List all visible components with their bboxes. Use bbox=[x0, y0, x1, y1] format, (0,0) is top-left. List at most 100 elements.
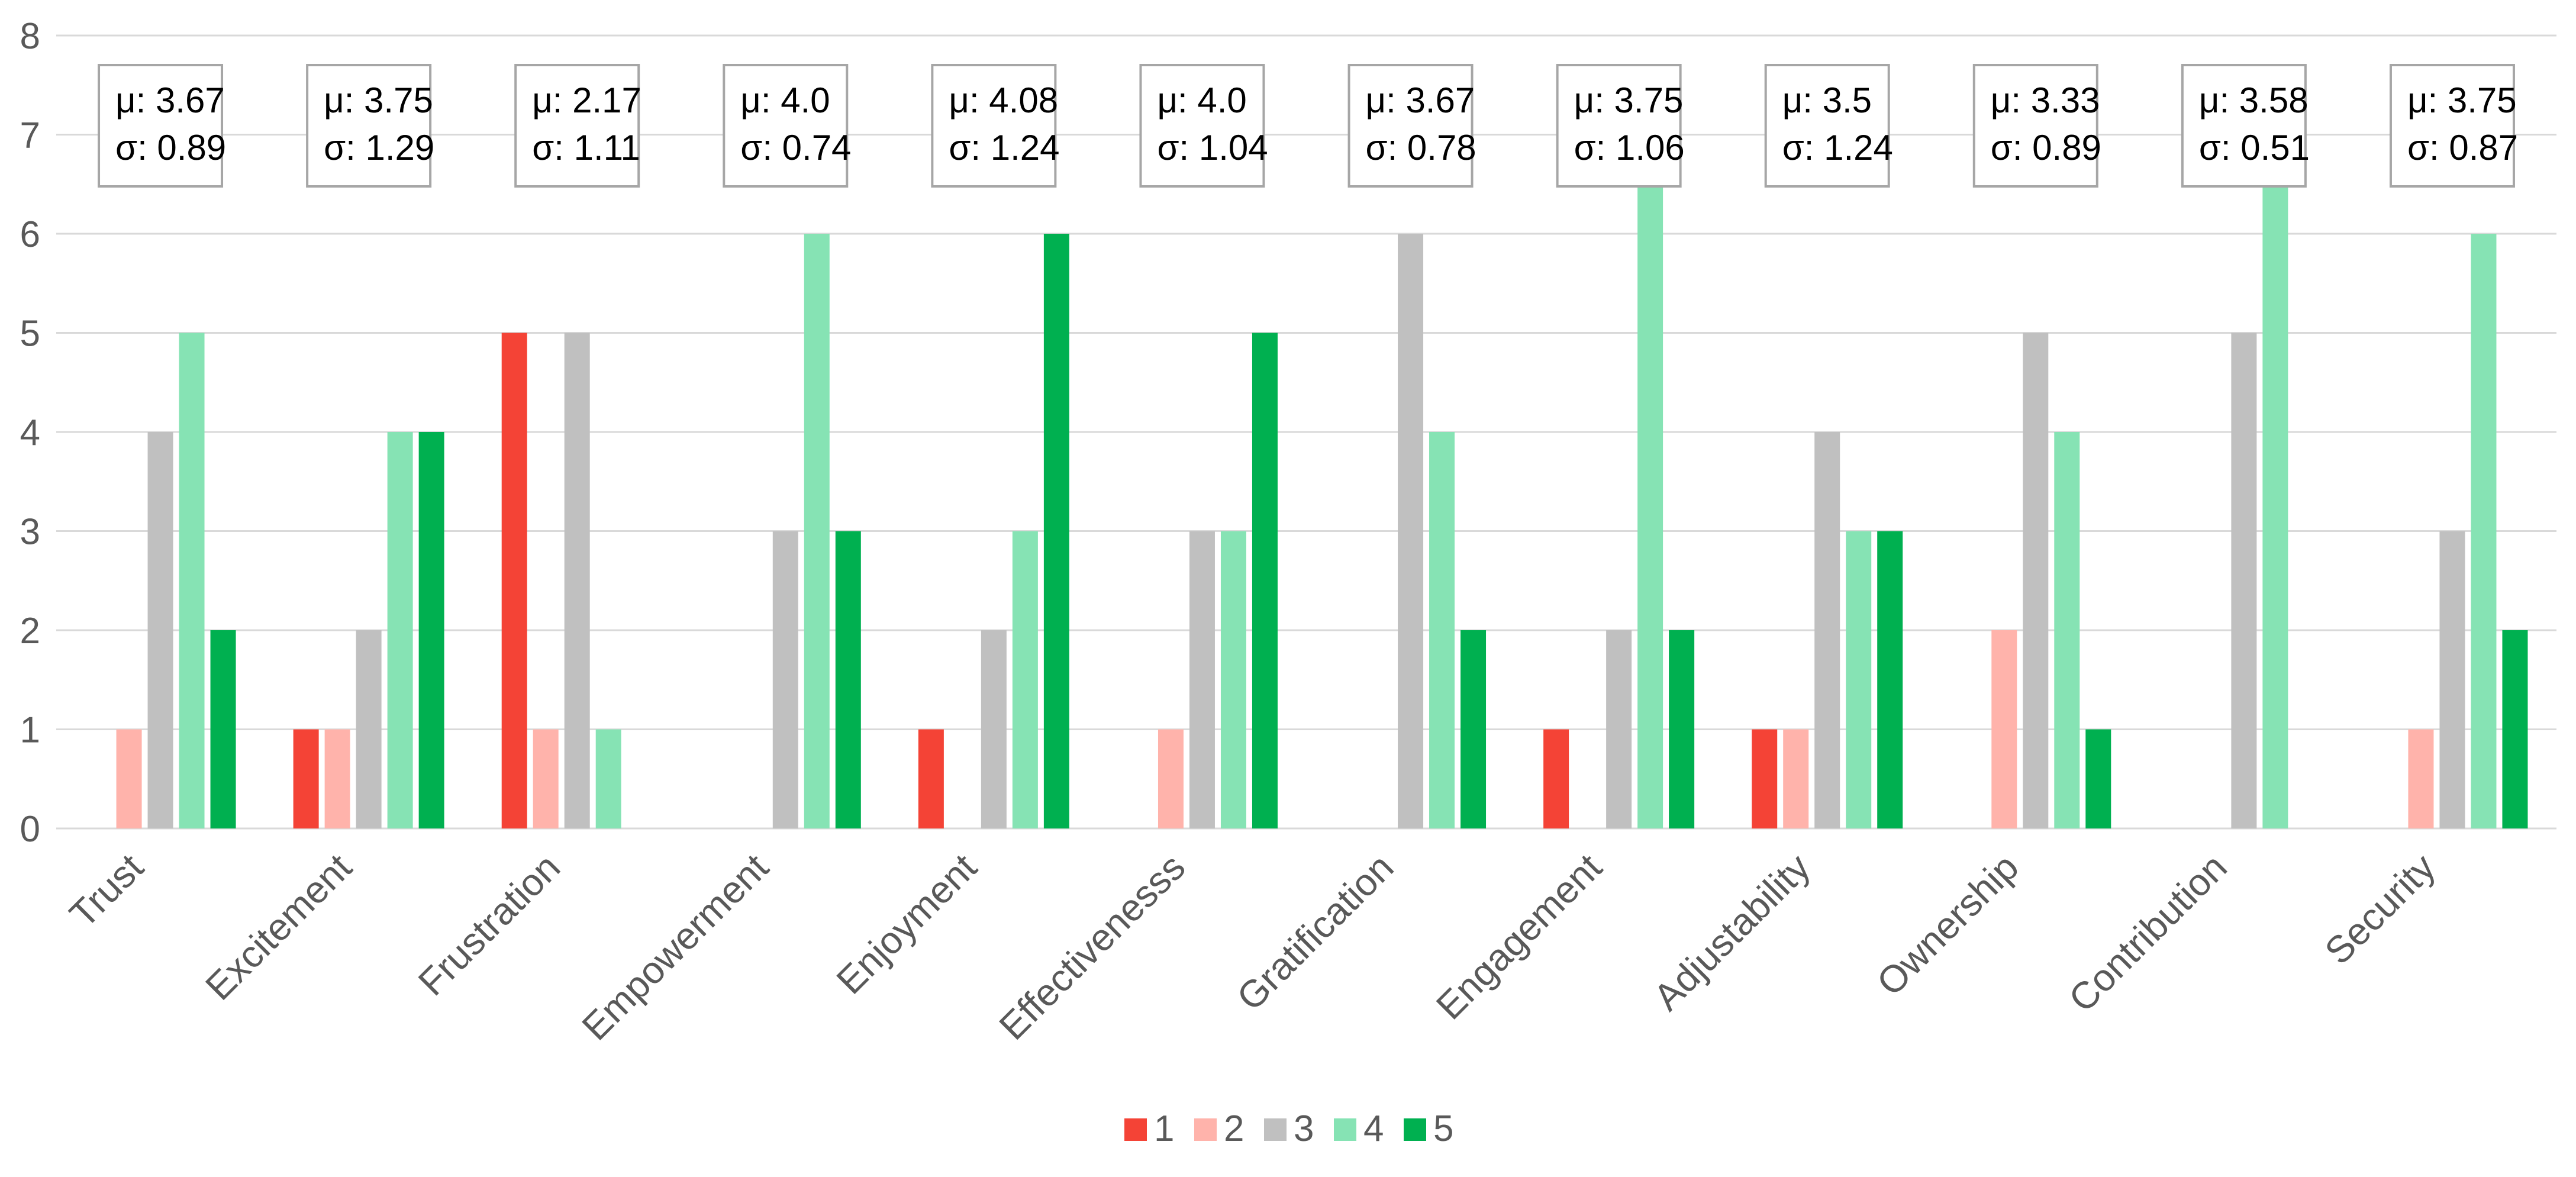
y-tick-label: 4 bbox=[20, 412, 40, 453]
mean-label: μ: 4.0 bbox=[1157, 80, 1246, 120]
stat-box-frame bbox=[1139, 64, 1265, 188]
x-category-label: Engagement bbox=[1428, 846, 1610, 1028]
mean-label: μ: 3.33 bbox=[1991, 80, 2100, 120]
bar-excitement-rating-3 bbox=[356, 630, 382, 828]
sd-label: σ: 1.29 bbox=[324, 128, 434, 167]
mean-label: μ: 4.08 bbox=[949, 80, 1058, 120]
legend-label: 3 bbox=[1294, 1108, 1314, 1149]
sd-label: σ: 0.89 bbox=[1991, 128, 2101, 167]
bars bbox=[116, 134, 2528, 828]
bar-ownership-rating-4 bbox=[2054, 432, 2080, 828]
bar-engagement-rating-4 bbox=[1637, 134, 1663, 828]
bar-adjustability-rating-1 bbox=[1752, 729, 1778, 828]
legend-item: 3 bbox=[1264, 1108, 1314, 1149]
stat-box-frame bbox=[2181, 64, 2307, 188]
bar-enjoyment-rating-4 bbox=[1012, 531, 1038, 828]
stat-box-frame bbox=[2389, 64, 2515, 188]
y-axis-ticks: 0 1 2 3 4 5 6 7 8 bbox=[20, 16, 40, 850]
stat-box: μ: 3.75 σ: 1.29 bbox=[306, 64, 434, 188]
bar-frustration-rating-1 bbox=[501, 333, 527, 828]
mean-label: μ: 4.0 bbox=[740, 80, 830, 120]
y-tick-label: 5 bbox=[20, 314, 40, 354]
bar-adjustability-rating-4 bbox=[1846, 531, 1872, 828]
x-category-label: Adjustability bbox=[1645, 846, 1818, 1018]
bar-security-rating-4 bbox=[2471, 234, 2497, 828]
stat-box-frame bbox=[1347, 64, 1474, 188]
bar-engagement-rating-3 bbox=[1606, 630, 1632, 828]
x-axis-labels: Trust Excitement Frustration Empowerment Enj… bbox=[62, 846, 2443, 1049]
bar-contribution-rating-3 bbox=[2231, 333, 2257, 828]
stat-box-frame bbox=[723, 64, 849, 188]
bar-excitement-rating-4 bbox=[387, 432, 413, 828]
mean-label: μ: 3.67 bbox=[1366, 80, 1475, 120]
sd-label: σ: 1.11 bbox=[532, 128, 640, 167]
stat-box-frame bbox=[931, 64, 1057, 188]
y-tick-label: 7 bbox=[20, 115, 40, 156]
x-category-label: Enjoyment bbox=[828, 846, 985, 1002]
bar-gratification-rating-3 bbox=[1398, 234, 1424, 828]
bar-empowerment-rating-4 bbox=[804, 234, 830, 828]
y-tick-label: 8 bbox=[20, 16, 40, 57]
x-category-label: Contribution bbox=[2061, 846, 2235, 1020]
bar-ownership-rating-5 bbox=[2085, 729, 2111, 828]
bar-trust-rating-3 bbox=[147, 432, 173, 828]
mean-label: μ: 3.58 bbox=[2199, 80, 2309, 120]
stat-box: μ: 3.67 σ: 0.78 bbox=[1347, 64, 1476, 188]
stat-box: μ: 3.75 σ: 1.06 bbox=[1556, 64, 1685, 188]
stat-box: μ: 2.17 σ: 1.11 bbox=[514, 64, 641, 188]
x-category-label: Trust bbox=[62, 846, 151, 936]
stat-box: μ: 4.08 σ: 1.24 bbox=[931, 64, 1060, 188]
bar-enjoyment-rating-1 bbox=[918, 729, 944, 828]
bar-adjustability-rating-5 bbox=[1877, 531, 1903, 828]
bar-adjustability-rating-2 bbox=[1783, 729, 1809, 828]
bar-effectivenesss-rating-2 bbox=[1158, 729, 1184, 828]
bar-engagement-rating-5 bbox=[1669, 630, 1695, 828]
legend-label: 2 bbox=[1224, 1108, 1244, 1149]
mean-label: μ: 2.17 bbox=[532, 80, 641, 120]
mean-label: μ: 3.75 bbox=[1574, 80, 1684, 120]
bar-security-rating-3 bbox=[2439, 531, 2465, 828]
legend-item: 4 bbox=[1334, 1108, 1384, 1149]
stat-box-frame bbox=[1556, 64, 1682, 188]
y-tick-label: 0 bbox=[20, 809, 40, 850]
bar-enjoyment-rating-3 bbox=[981, 630, 1007, 828]
stat-box: μ: 3.75 σ: 0.87 bbox=[2389, 64, 2518, 188]
mean-label: μ: 3.5 bbox=[1782, 80, 1872, 120]
sd-label: σ: 1.06 bbox=[1574, 128, 1685, 167]
bar-trust-rating-2 bbox=[116, 729, 142, 828]
bar-frustration-rating-3 bbox=[564, 333, 590, 828]
stat-box: μ: 3.5 σ: 1.24 bbox=[1764, 64, 1893, 188]
gridlines bbox=[56, 34, 2556, 830]
y-tick-label: 3 bbox=[20, 512, 40, 553]
bar-gratification-rating-5 bbox=[1461, 630, 1487, 828]
x-category-label: Excitement bbox=[197, 846, 360, 1008]
bar-empowerment-rating-3 bbox=[772, 531, 798, 828]
bar-trust-rating-5 bbox=[210, 630, 236, 828]
legend-label: 5 bbox=[1433, 1108, 1453, 1149]
legend-item: 5 bbox=[1404, 1108, 1453, 1149]
stat-box: μ: 3.67 σ: 0.89 bbox=[98, 64, 226, 188]
bar-contribution-rating-4 bbox=[2262, 134, 2288, 828]
sd-label: σ: 1.24 bbox=[949, 128, 1059, 167]
bar-security-rating-2 bbox=[2408, 729, 2434, 828]
sd-label: σ: 1.24 bbox=[1782, 128, 1893, 167]
bar-enjoyment-rating-5 bbox=[1043, 234, 1069, 828]
sd-label: σ: 0.87 bbox=[2407, 128, 2518, 167]
sd-label: σ: 1.04 bbox=[1157, 128, 1268, 167]
bar-excitement-rating-1 bbox=[293, 729, 319, 828]
stat-box-frame bbox=[1972, 64, 2098, 188]
bar-gratification-rating-4 bbox=[1429, 432, 1455, 828]
stat-box-frame bbox=[306, 64, 432, 188]
stat-box: μ: 4.0 σ: 1.04 bbox=[1139, 64, 1268, 188]
stat-box: μ: 4.0 σ: 0.74 bbox=[723, 64, 851, 188]
bar-engagement-rating-1 bbox=[1543, 729, 1569, 828]
bar-effectivenesss-rating-5 bbox=[1252, 333, 1278, 828]
legend-item: 1 bbox=[1124, 1108, 1174, 1149]
x-category-label: Effectivenesss bbox=[991, 846, 1193, 1048]
stat-box-frame bbox=[1764, 64, 1890, 188]
legend-swatch bbox=[1124, 1118, 1147, 1141]
y-tick-label: 2 bbox=[20, 611, 40, 652]
x-category-label: Gratification bbox=[1229, 846, 1401, 1018]
